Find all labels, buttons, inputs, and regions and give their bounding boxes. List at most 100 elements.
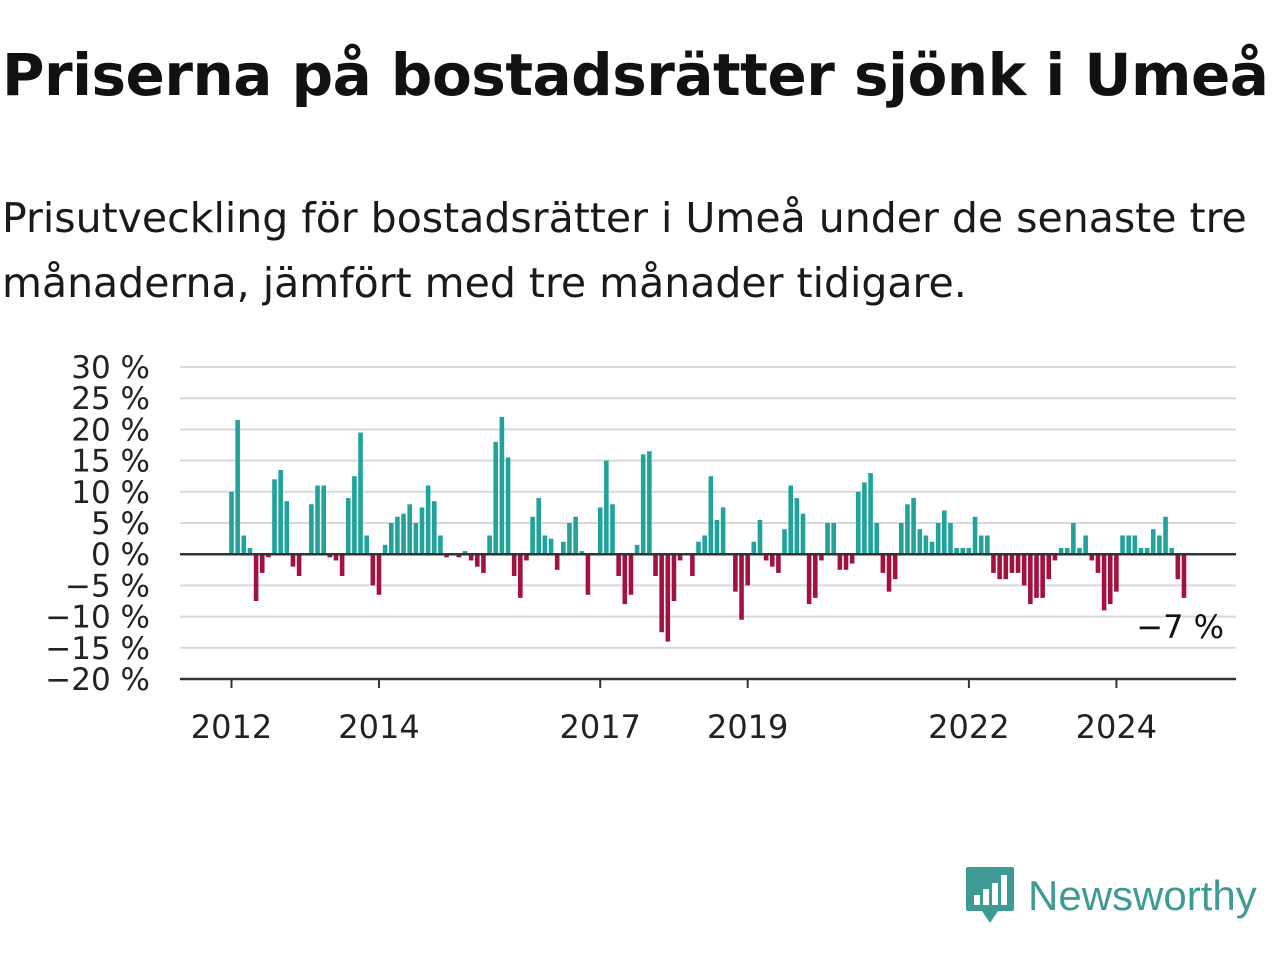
bar	[923, 535, 929, 555]
bar	[911, 498, 916, 555]
bar	[376, 554, 382, 595]
bar	[1107, 554, 1113, 605]
bar	[966, 547, 972, 555]
bar	[272, 479, 277, 555]
bar	[518, 554, 523, 598]
bar	[819, 554, 824, 561]
bar	[499, 416, 505, 555]
bar	[892, 554, 898, 580]
page-title: Priserna på bostadsrätter sjönk i Umeå	[2, 41, 1269, 109]
bar	[806, 554, 812, 605]
bar	[935, 523, 941, 555]
bar	[554, 554, 560, 570]
bar	[628, 554, 634, 595]
bars	[229, 416, 1187, 642]
bar	[1089, 554, 1095, 561]
bar	[536, 498, 542, 555]
bar	[229, 491, 234, 555]
bar	[942, 510, 947, 555]
y-tick-label: −15 %	[45, 631, 150, 667]
bar	[837, 554, 843, 570]
bar	[1169, 547, 1174, 555]
bar	[352, 476, 357, 555]
bar	[493, 441, 499, 555]
y-tick-label: 0 %	[91, 537, 150, 573]
bar	[634, 544, 640, 555]
bar	[800, 513, 806, 555]
gridlines	[180, 366, 1236, 649]
bar	[843, 554, 849, 570]
bar	[769, 554, 775, 567]
x-tick-label: 2012	[191, 708, 272, 746]
bar	[733, 554, 738, 592]
x-tick-label: 2024	[1076, 708, 1157, 746]
bar	[917, 529, 923, 555]
bar	[290, 554, 296, 567]
bar	[1114, 554, 1119, 592]
bar	[812, 554, 818, 598]
bar	[1120, 535, 1125, 555]
bar	[315, 485, 320, 555]
bar	[708, 476, 714, 555]
bar	[259, 554, 265, 573]
bar	[782, 529, 787, 555]
bar	[1009, 554, 1015, 573]
bar	[345, 498, 351, 555]
bar	[1015, 554, 1021, 573]
bar	[278, 469, 283, 555]
bar	[573, 516, 578, 555]
bar	[751, 541, 757, 555]
bar	[874, 523, 880, 555]
bar	[948, 523, 953, 555]
y-tick-label: 15 %	[71, 444, 150, 480]
bar	[444, 554, 449, 558]
bar	[972, 516, 978, 555]
y-tick-label: 5 %	[91, 506, 150, 542]
axes	[180, 552, 1236, 688]
bar	[1058, 547, 1064, 555]
bar	[388, 523, 394, 555]
bar	[886, 554, 892, 592]
bar	[640, 454, 646, 555]
bar	[776, 554, 781, 573]
bar	[763, 554, 769, 561]
y-tick-label: −20 %	[45, 662, 150, 698]
bar	[1095, 554, 1101, 573]
bar	[616, 554, 621, 577]
bar	[831, 523, 837, 555]
bar	[905, 504, 910, 555]
bar	[720, 507, 726, 555]
bar	[296, 554, 302, 577]
bar	[530, 516, 535, 555]
bar	[899, 523, 904, 555]
bar	[1163, 516, 1168, 555]
x-tick-label: 2022	[928, 708, 1009, 746]
bar	[395, 516, 400, 555]
bar	[1003, 554, 1009, 580]
bar	[1021, 554, 1027, 586]
bar	[610, 504, 615, 555]
bar	[438, 535, 443, 555]
last-value-label: −7 %	[1136, 608, 1224, 646]
bar	[266, 554, 271, 558]
bar	[1144, 547, 1150, 555]
y-axis-labels: 30 %25 %20 %15 %10 %5 %0 %−5 %−10 %−15 %…	[45, 350, 150, 698]
bar	[1101, 554, 1107, 611]
bar	[561, 541, 566, 555]
bar	[1071, 523, 1076, 555]
bar	[585, 554, 591, 595]
bar	[548, 538, 554, 555]
y-tick-label: 10 %	[71, 475, 150, 511]
bar	[960, 547, 966, 555]
bar	[481, 554, 486, 573]
bar	[714, 519, 720, 555]
bar	[579, 551, 585, 555]
bar	[647, 451, 652, 555]
bar	[757, 519, 763, 555]
bar	[511, 554, 517, 577]
newsworthy-logo-icon	[966, 867, 1014, 923]
bar	[1083, 535, 1088, 555]
bar	[309, 504, 314, 555]
bar	[462, 551, 468, 555]
bar	[401, 513, 406, 555]
